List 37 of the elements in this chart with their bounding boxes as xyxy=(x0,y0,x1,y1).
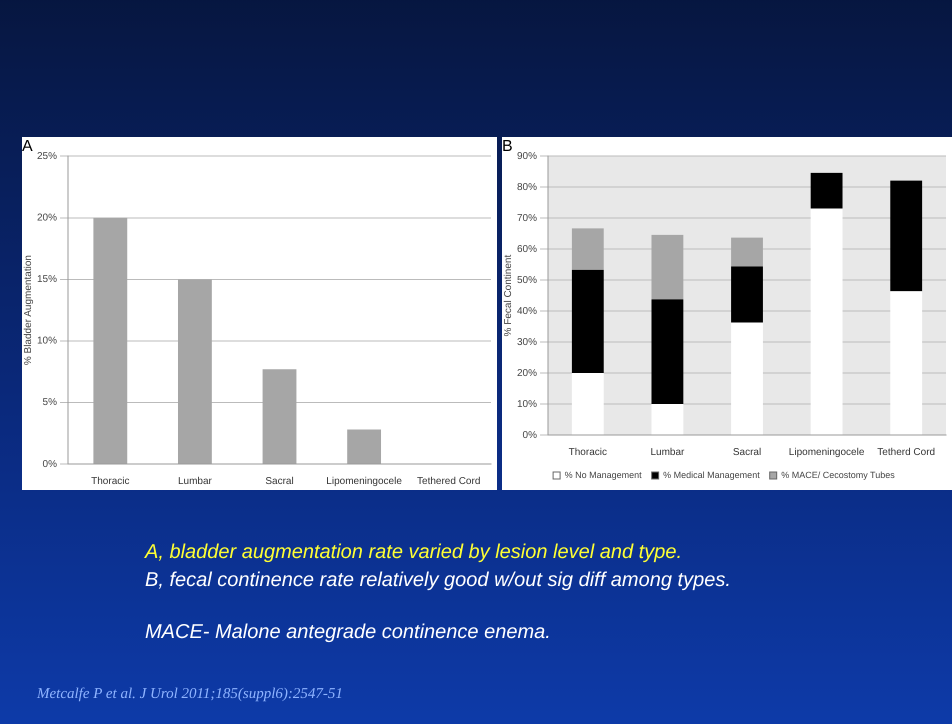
y-tick-label: 40% xyxy=(517,306,538,317)
x-tick-label: Lipomeningocele xyxy=(326,476,402,487)
x-tick-label: Sacral xyxy=(732,446,762,458)
y-axis-title: % Bladder Augmentation xyxy=(22,255,34,366)
x-tick-label: Thoracic xyxy=(568,446,607,458)
y-tick-label: 25% xyxy=(37,150,58,162)
text: MACE- Malone antegrade continence enema. xyxy=(145,620,552,645)
y-tick-label: 0% xyxy=(42,458,58,470)
text: Metcalfe P et al. J Urol 2011;185(suppl6):2547-51 xyxy=(37,686,343,703)
y-tick-label: 20% xyxy=(517,368,538,379)
x-tick-label: Thoracic xyxy=(91,476,130,487)
x-tick-label: Lipomeningocele xyxy=(788,446,865,458)
y-tick-label: 20% xyxy=(37,212,58,224)
y-tick-label: 0% xyxy=(522,430,538,441)
legend-label: % No Management xyxy=(564,470,642,480)
y-tick-label: 70% xyxy=(517,212,538,224)
chart-title: A xyxy=(22,138,33,156)
legend-label: % MACE/ Cecostomy Tubes xyxy=(781,470,896,480)
y-tick-label: 5% xyxy=(42,397,58,408)
text: A, bladder augmentation rate varied by lesion level and type. xyxy=(145,540,684,565)
y-tick-label: 15% xyxy=(37,274,58,286)
y-tick-label: 10% xyxy=(37,336,58,347)
text: B, fecal continence rate relatively good w/out sig diff among types. xyxy=(145,568,732,593)
y-axis-title: % Fecal Continent xyxy=(502,254,514,336)
x-tick-label: Lumbar xyxy=(650,446,686,458)
y-tick-label: 90% xyxy=(517,150,538,162)
y-tick-label: 50% xyxy=(517,274,538,286)
x-tick-label: Tethered Cord xyxy=(417,476,480,487)
y-tick-label: 60% xyxy=(517,244,538,255)
x-tick-label: Lumbar xyxy=(178,476,213,487)
x-tick-label: Tetherd Cord xyxy=(877,446,936,458)
y-tick-label: 10% xyxy=(517,398,538,410)
y-tick-label: 80% xyxy=(517,182,538,193)
x-tick-label: Sacral xyxy=(265,476,294,487)
legend-label: % Medical Management xyxy=(663,470,760,480)
chart-title: B xyxy=(502,138,513,156)
y-tick-label: 30% xyxy=(517,336,538,348)
